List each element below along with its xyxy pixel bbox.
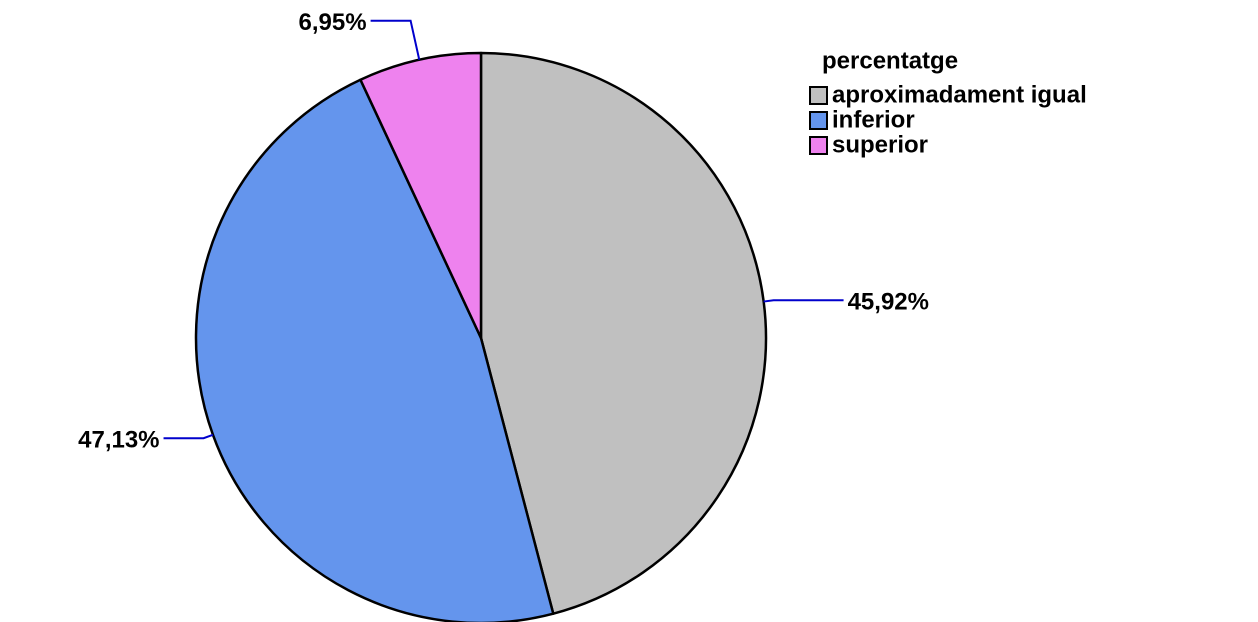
legend-title: percentatge <box>822 47 958 74</box>
legend-label: aproximadament igual <box>832 81 1087 108</box>
pie-slice <box>359 51 483 340</box>
pie-slice <box>479 51 768 615</box>
leader-line <box>370 19 421 60</box>
leader-line <box>763 299 844 303</box>
legend-label: superior <box>832 131 928 158</box>
legend-label: inferior <box>832 106 915 133</box>
data-label: 45,92% <box>848 289 929 316</box>
data-label: 47,13% <box>78 427 159 454</box>
legend-swatch <box>809 86 828 105</box>
legend-swatch <box>809 111 828 130</box>
pie-slice <box>194 78 555 622</box>
data-label: 6,95% <box>299 9 367 36</box>
legend-swatch <box>809 136 828 155</box>
leader-line <box>163 433 214 440</box>
